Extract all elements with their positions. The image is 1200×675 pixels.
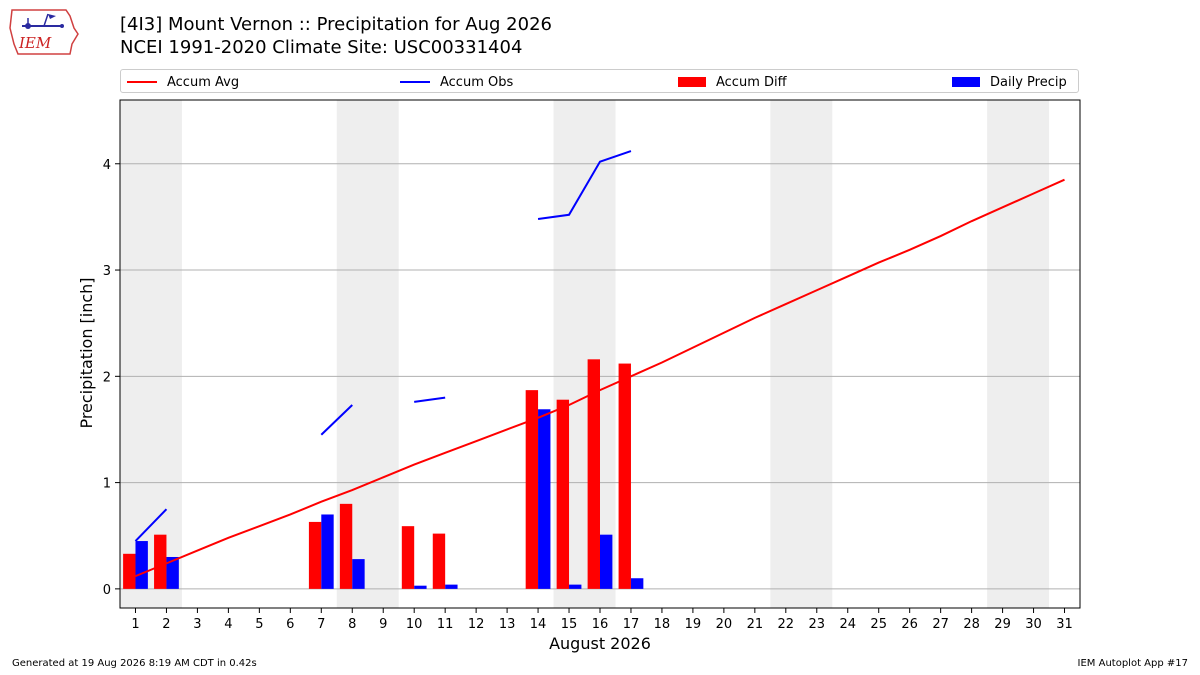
accum-diff-bar — [525, 390, 539, 589]
x-tick-label: 23 — [809, 617, 826, 632]
legend-label-daily-precip: Daily Precip — [990, 74, 1067, 90]
daily-precip-bar — [538, 409, 551, 589]
legend-item-accum-avg: Accum Avg — [127, 70, 239, 94]
daily-precip-bar — [166, 556, 179, 589]
legend: Accum Avg Accum Obs Accum Diff Daily Pre… — [120, 69, 1079, 93]
legend-label-accum-obs: Accum Obs — [440, 74, 514, 90]
x-tick-label: 26 — [901, 617, 918, 632]
accum-obs-line — [134, 508, 168, 542]
x-tick-label: 11 — [437, 617, 454, 632]
daily-precip-bar — [135, 541, 148, 589]
x-tick-label: 2 — [162, 617, 170, 632]
x-tick-label: 13 — [499, 617, 516, 632]
x-tick-label: 21 — [747, 617, 764, 632]
daily-precip-bar — [414, 585, 427, 589]
daily-precip-bar — [600, 534, 613, 589]
title-line-2: NCEI 1991-2020 Climate Site: USC00331404 — [120, 37, 523, 58]
daily-precip-bar — [569, 584, 582, 589]
logo-text: IEM — [18, 34, 52, 52]
x-tick-label: 14 — [530, 617, 547, 632]
x-tick-label: 10 — [406, 617, 423, 632]
legend-item-accum-diff: Accum Diff — [678, 70, 787, 94]
x-tick-label: 3 — [193, 617, 201, 632]
chart-title: [4I3] Mount Vernon :: Precipitation for … — [120, 13, 552, 59]
daily-precip-bar — [321, 514, 334, 589]
legend-label-accum-avg: Accum Avg — [167, 74, 240, 90]
x-tick-label: 22 — [778, 617, 795, 632]
x-tick-label: 12 — [468, 617, 485, 632]
y-tick-label: 0 — [103, 583, 111, 598]
x-tick-label: 7 — [317, 617, 325, 632]
x-tick-label: 6 — [286, 617, 294, 632]
x-tick-label: 4 — [224, 617, 232, 632]
legend-swatch-accum-avg — [127, 81, 157, 83]
accum-diff-bar — [123, 553, 136, 589]
x-tick-label: 28 — [963, 617, 980, 632]
x-tick-label: 17 — [623, 617, 640, 632]
accum-diff-bar — [339, 503, 353, 589]
x-tick-label: 8 — [348, 617, 356, 632]
accum-diff-bar — [401, 526, 415, 589]
iowa-state-outline — [9, 9, 79, 55]
daily-precip-bar — [352, 559, 365, 589]
accum-diff-bar — [556, 399, 570, 589]
legend-swatch-accum-obs — [400, 81, 430, 83]
daily-precip-bar — [445, 584, 458, 589]
y-axis-label: Precipitation [inch] — [77, 277, 96, 428]
legend-item-daily-precip: Daily Precip — [952, 70, 1067, 94]
x-tick-label: 15 — [561, 617, 578, 632]
accum-obs-line — [414, 396, 446, 403]
weekend-shade — [987, 100, 1050, 608]
x-tick-label: 9 — [379, 617, 387, 632]
y-tick-label: 2 — [103, 370, 111, 385]
x-tick-label: 16 — [592, 617, 609, 632]
x-tick-label: 18 — [654, 617, 671, 632]
weekend-shade — [770, 100, 833, 608]
accum-diff-bar — [587, 359, 600, 589]
y-tick-label: 1 — [103, 477, 111, 492]
x-tick-label: 25 — [870, 617, 887, 632]
legend-swatch-daily-precip — [952, 77, 980, 87]
accum-obs-line — [537, 150, 632, 221]
accum-avg-line — [135, 178, 1065, 578]
x-axis-label: August 2026 — [549, 634, 651, 653]
x-tick-label: 20 — [716, 617, 733, 632]
daily-precip-bar — [630, 578, 644, 589]
x-tick-label: 31 — [1056, 617, 1073, 632]
x-tick-label: 24 — [839, 617, 856, 632]
accum-diff-bar — [308, 521, 322, 589]
x-tick-label: 29 — [994, 617, 1011, 632]
x-tick-label: 5 — [255, 617, 263, 632]
weekend-shade — [120, 100, 182, 608]
x-tick-label: 19 — [685, 617, 702, 632]
accum-obs-line — [320, 404, 353, 436]
accum-diff-bar — [618, 363, 631, 589]
app-label: IEM Autoplot App #17 — [1077, 658, 1188, 669]
x-tick-label: 1 — [131, 617, 139, 632]
x-tick-label: 30 — [1025, 617, 1042, 632]
legend-item-accum-obs: Accum Obs — [400, 70, 513, 94]
legend-swatch-accum-diff — [678, 77, 706, 87]
y-tick-label: 3 — [103, 264, 111, 279]
y-tick-label: 4 — [103, 158, 111, 173]
legend-label-accum-diff: Accum Diff — [716, 74, 787, 90]
title-line-1: [4I3] Mount Vernon :: Precipitation for … — [120, 14, 552, 35]
accum-diff-bar — [432, 533, 446, 589]
generated-timestamp: Generated at 19 Aug 2026 8:19 AM CDT in … — [12, 658, 257, 669]
accum-diff-bar — [154, 534, 167, 589]
x-tick-label: 27 — [932, 617, 949, 632]
iem-logo: IEM — [9, 9, 79, 55]
